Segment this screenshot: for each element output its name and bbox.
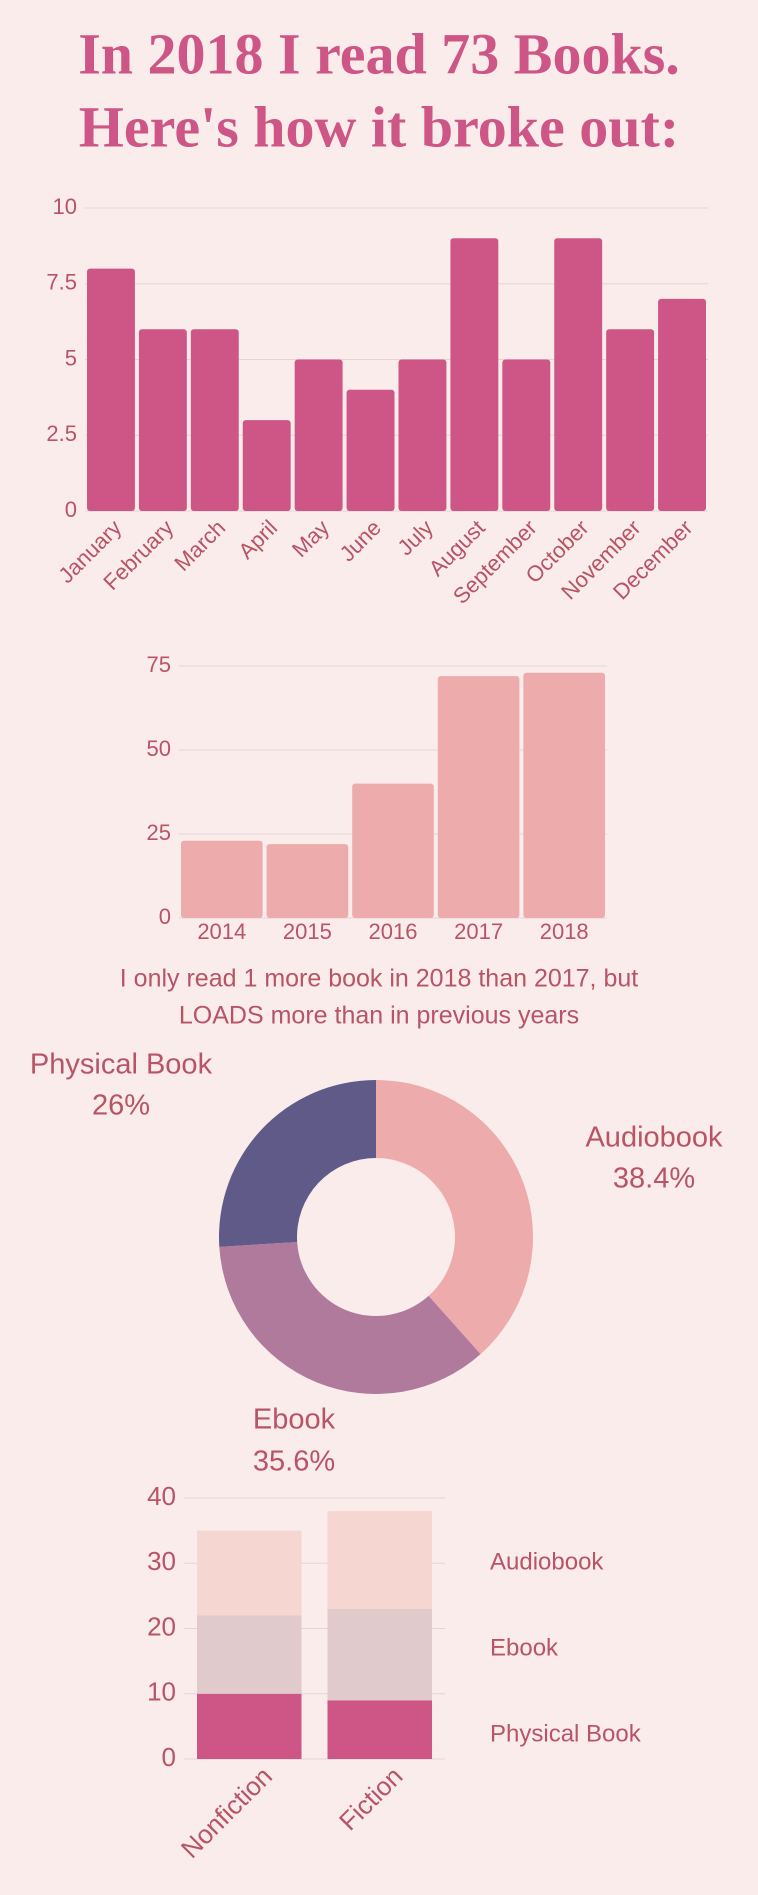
y-tick-label: 20	[147, 1611, 176, 1641]
y-tick-label: 0	[162, 1742, 176, 1772]
legend-label: Audiobook	[490, 1548, 604, 1575]
bar	[450, 238, 499, 512]
title-line: Here's how it broke out:	[79, 94, 679, 159]
y-tick-label: 0	[65, 497, 77, 522]
title-line: In 2018 I read 73 Books.	[78, 21, 680, 86]
y-tick-label: 30	[147, 1546, 176, 1576]
slice-label: Audiobook	[585, 1122, 723, 1154]
bar	[606, 329, 655, 511]
y-tick-label: 10	[147, 1677, 176, 1707]
slice-value: 35.6%	[253, 1446, 335, 1478]
caption: LOADS more than in previous years	[179, 1002, 579, 1030]
bar	[398, 359, 447, 511]
y-tick-label: 0	[159, 904, 171, 929]
bar	[181, 840, 263, 918]
bar	[658, 298, 706, 511]
legend-label: Ebook	[490, 1634, 559, 1661]
slice-label: Physical Book	[30, 1049, 213, 1081]
x-tick-label: 2017	[454, 919, 503, 944]
legend-label: Physical Book	[490, 1720, 642, 1747]
bar	[523, 672, 605, 918]
bar	[138, 329, 187, 511]
bar-segment	[197, 1693, 302, 1759]
bar-segment	[327, 1608, 432, 1701]
bar	[87, 268, 135, 511]
bar	[352, 783, 434, 918]
y-tick-label: 7.5	[46, 270, 77, 295]
y-tick-label: 10	[53, 194, 77, 219]
pie-slice	[376, 1080, 534, 1355]
y-tick-label: 5	[65, 345, 77, 370]
y-tick-label: 50	[147, 736, 171, 761]
pie-slice	[219, 1241, 481, 1395]
x-tick-label: 2014	[197, 919, 246, 944]
y-tick-label: 40	[147, 1481, 176, 1511]
x-tick-label: 2018	[540, 919, 589, 944]
x-tick-label: 2015	[283, 919, 332, 944]
bar	[266, 844, 349, 918]
x-tick-label: 2016	[369, 919, 418, 944]
bar	[437, 676, 520, 918]
slice-value: 38.4%	[613, 1163, 695, 1195]
bar-segment	[197, 1530, 302, 1616]
y-tick-label: 2.5	[46, 421, 77, 446]
y-tick-label: 75	[147, 652, 171, 677]
caption: I only read 1 more book in 2018 than 201…	[120, 965, 638, 993]
bar	[294, 359, 343, 511]
slice-label: Ebook	[253, 1404, 336, 1436]
slice-value: 26%	[92, 1090, 150, 1122]
bar	[502, 359, 551, 511]
bar-segment	[197, 1615, 302, 1694]
bar	[190, 329, 239, 511]
y-tick-label: 25	[147, 820, 171, 845]
pie-slice	[219, 1080, 376, 1247]
bar	[242, 420, 291, 511]
bar	[554, 238, 603, 512]
bar-segment	[327, 1511, 432, 1609]
bar	[346, 389, 395, 511]
bar-segment	[327, 1700, 432, 1759]
